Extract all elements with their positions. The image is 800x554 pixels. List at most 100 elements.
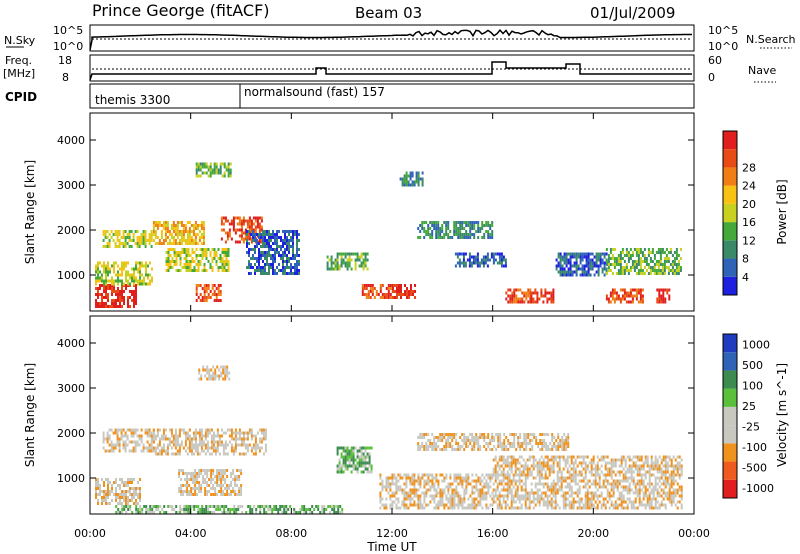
power-cell xyxy=(194,227,197,230)
power-cell xyxy=(511,300,514,304)
power-cell xyxy=(209,296,212,299)
power-cell xyxy=(502,258,505,262)
velocity-cell xyxy=(554,455,557,459)
power-cell xyxy=(666,288,669,292)
velocity-cell xyxy=(574,491,577,495)
power-cell xyxy=(579,252,582,256)
velocity-cell xyxy=(524,500,527,504)
velocity-cell xyxy=(119,496,121,499)
beam-title: Beam 03 xyxy=(355,4,422,22)
velocity-cell xyxy=(417,436,420,439)
velocity-cell xyxy=(630,470,633,474)
power-cell xyxy=(95,282,97,286)
power-cell xyxy=(127,296,129,299)
power-cell xyxy=(464,261,467,265)
velocity-cell xyxy=(658,503,661,507)
velocity-cell xyxy=(128,440,131,444)
velocity-cell xyxy=(262,431,265,435)
power-cell xyxy=(101,284,103,287)
velocity-cell xyxy=(254,440,257,444)
velocity-cell xyxy=(469,482,472,486)
velocity-cell xyxy=(483,491,486,495)
power-cell xyxy=(203,263,206,266)
power-cell xyxy=(252,254,254,257)
velocity-cell xyxy=(158,437,161,441)
power-cell xyxy=(641,251,644,254)
velocity-cell xyxy=(244,437,247,441)
power-cell xyxy=(178,230,181,233)
velocity-cell xyxy=(658,479,661,483)
velocity-cell xyxy=(122,428,125,432)
velocity-cell xyxy=(565,445,568,448)
velocity-cell xyxy=(115,505,118,508)
velocity-cell xyxy=(385,482,388,486)
power-cell xyxy=(197,296,200,299)
power-cell xyxy=(569,270,572,274)
power-cell xyxy=(609,291,612,295)
power-cell xyxy=(121,293,123,296)
velocity-cell xyxy=(614,461,617,465)
power-cell xyxy=(250,225,253,229)
velocity-cell xyxy=(198,472,201,475)
power-echo-region xyxy=(555,252,608,277)
power-cell xyxy=(623,254,626,257)
velocity-cell xyxy=(530,473,533,477)
power-cell xyxy=(223,248,226,251)
power-cell xyxy=(97,270,99,274)
power-cell xyxy=(211,257,214,260)
power-cell xyxy=(350,267,353,271)
velocity-cell xyxy=(525,439,528,442)
power-cell xyxy=(202,227,205,230)
velocity-cell xyxy=(562,458,565,462)
velocity-cell xyxy=(433,439,436,442)
power-cell xyxy=(659,251,662,254)
velocity-cell xyxy=(467,445,470,448)
velocity-cell xyxy=(110,440,113,444)
velocity-cell xyxy=(676,482,679,486)
velocity-cell xyxy=(212,487,215,490)
velocity-cell xyxy=(504,506,507,510)
velocity-cell xyxy=(526,464,529,468)
power-cell xyxy=(133,273,135,277)
power-cell xyxy=(219,165,222,169)
velocity-cell xyxy=(622,500,625,504)
power-cell xyxy=(360,252,363,256)
velocity-cell xyxy=(385,476,388,480)
velocity-cell xyxy=(196,487,199,490)
velocity-cell xyxy=(626,491,629,495)
velocity-cell xyxy=(437,500,440,504)
power-cell xyxy=(613,248,616,251)
power-cell xyxy=(223,260,226,263)
velocity-cell xyxy=(200,437,203,441)
power-cell xyxy=(262,260,264,263)
power-cell xyxy=(581,270,584,274)
velocity-cell xyxy=(596,461,599,465)
velocity-cell xyxy=(503,433,506,436)
velocity-cell xyxy=(97,502,99,505)
power-cell xyxy=(264,257,266,260)
velocity-cell xyxy=(236,437,239,441)
velocity-cell xyxy=(506,461,509,465)
velocity-cell xyxy=(614,485,617,489)
velocity-cell xyxy=(459,473,462,477)
velocity-cell xyxy=(471,479,474,483)
power-cell xyxy=(631,251,634,254)
power-cell xyxy=(280,236,282,239)
velocity-cell xyxy=(115,493,117,496)
velocity-cell xyxy=(224,446,227,450)
velocity-cell xyxy=(192,452,195,456)
velocity-cell xyxy=(439,439,442,442)
power-cell xyxy=(409,174,412,178)
velocity-cell xyxy=(405,506,408,510)
velocity-cell xyxy=(135,499,137,502)
velocity-cell xyxy=(238,478,241,481)
velocity-cell xyxy=(672,473,675,477)
power-cell xyxy=(260,216,263,220)
velocity-cell xyxy=(610,461,613,465)
power-cell xyxy=(496,252,499,256)
power-cell xyxy=(202,239,205,242)
power-cell xyxy=(346,267,349,271)
velocity-cell xyxy=(638,479,641,483)
power-cell xyxy=(629,291,632,295)
velocity-cell xyxy=(202,478,205,481)
